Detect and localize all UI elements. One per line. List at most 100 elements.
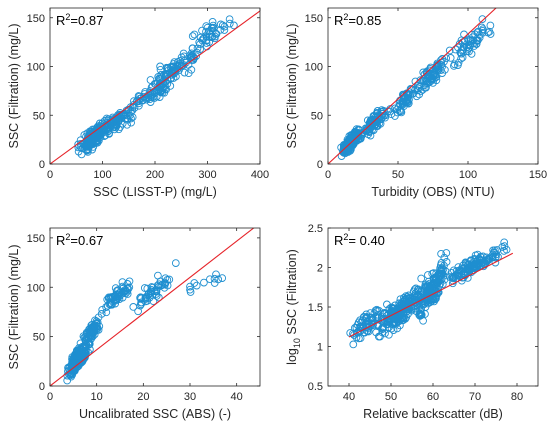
x-tick-label: 60 bbox=[427, 391, 439, 403]
data-point bbox=[418, 299, 427, 308]
data-point bbox=[457, 36, 466, 45]
data-point bbox=[170, 68, 179, 77]
data-point bbox=[111, 118, 120, 127]
y-tick-label: 2.5 bbox=[308, 223, 323, 235]
data-point bbox=[137, 298, 146, 307]
data-point bbox=[154, 283, 163, 291]
data-point bbox=[421, 310, 429, 318]
data-point bbox=[470, 257, 478, 266]
data-point bbox=[428, 269, 437, 278]
data-point bbox=[202, 27, 210, 36]
data-point bbox=[123, 287, 131, 296]
data-point bbox=[141, 297, 150, 306]
data-point bbox=[158, 88, 167, 97]
data-point bbox=[106, 299, 115, 307]
x-tick-label: 10 bbox=[91, 391, 103, 403]
data-point bbox=[423, 290, 432, 299]
data-point bbox=[471, 255, 480, 264]
y-tick-label: 100 bbox=[27, 282, 45, 294]
data-point bbox=[98, 305, 107, 314]
data-point bbox=[161, 279, 170, 288]
data-point bbox=[438, 62, 446, 71]
data-point bbox=[406, 297, 415, 306]
data-point bbox=[147, 287, 156, 296]
y-tick-label: 150 bbox=[27, 13, 45, 25]
data-point bbox=[200, 278, 208, 287]
data-point bbox=[74, 140, 83, 149]
data-point bbox=[414, 82, 422, 90]
data-point bbox=[134, 307, 142, 316]
data-points bbox=[63, 259, 227, 385]
r-squared-annotation: R2=0.87 bbox=[56, 12, 103, 28]
data-point bbox=[437, 249, 445, 258]
data-point bbox=[188, 44, 197, 53]
data-point bbox=[230, 21, 238, 30]
x-tick-label: 30 bbox=[184, 391, 196, 403]
x-tick-label: 50 bbox=[385, 391, 397, 403]
data-point bbox=[179, 49, 188, 58]
data-point bbox=[198, 26, 206, 35]
data-point bbox=[364, 327, 373, 336]
scatter-panel-backscatter: 40 50 60 70 80 0.5 1 1.5 2 2.5 Relative backscatte… bbox=[285, 223, 539, 421]
data-point bbox=[172, 72, 180, 81]
y-tick-label: 0 bbox=[39, 159, 45, 171]
x-axis-label: Turbidity (OBS) (NTU) bbox=[371, 185, 494, 199]
data-point bbox=[391, 308, 400, 317]
data-point bbox=[81, 341, 89, 350]
data-point bbox=[364, 317, 373, 326]
data-point bbox=[456, 266, 465, 275]
data-point bbox=[83, 141, 91, 149]
data-point bbox=[150, 94, 159, 102]
data-point bbox=[77, 150, 86, 159]
data-point bbox=[225, 19, 234, 28]
data-point bbox=[220, 26, 229, 34]
data-point bbox=[445, 46, 454, 55]
data-point bbox=[218, 274, 227, 282]
x-tick-label: 0 bbox=[325, 169, 331, 181]
data-point bbox=[454, 61, 462, 69]
data-point bbox=[366, 120, 375, 129]
data-point bbox=[79, 350, 88, 359]
data-point bbox=[378, 323, 387, 332]
data-point bbox=[199, 35, 207, 43]
data-point bbox=[129, 303, 138, 311]
data-point bbox=[121, 289, 130, 298]
data-point bbox=[391, 104, 399, 113]
data-point bbox=[160, 283, 169, 292]
data-point bbox=[433, 277, 442, 286]
data-point bbox=[442, 258, 451, 266]
y-tick-label: 150 bbox=[305, 13, 323, 25]
data-points bbox=[346, 238, 511, 349]
data-point bbox=[86, 330, 95, 339]
data-point bbox=[102, 303, 110, 311]
data-point bbox=[82, 141, 90, 150]
data-point bbox=[162, 70, 170, 79]
data-point bbox=[431, 279, 440, 288]
x-axis-label: SSC (LISST-P) (mg/L) bbox=[93, 185, 217, 199]
data-point bbox=[462, 260, 471, 268]
data-point bbox=[212, 270, 220, 279]
data-point bbox=[432, 63, 441, 72]
data-point bbox=[153, 281, 162, 290]
data-point bbox=[130, 97, 138, 105]
data-point bbox=[210, 279, 219, 287]
x-tick-label: 80 bbox=[511, 391, 523, 403]
data-point bbox=[132, 97, 141, 105]
data-point bbox=[82, 334, 91, 343]
data-point bbox=[485, 27, 494, 36]
data-point bbox=[437, 258, 446, 267]
data-point bbox=[216, 20, 225, 29]
data-point bbox=[478, 15, 487, 23]
data-point bbox=[387, 324, 396, 333]
data-point bbox=[123, 115, 132, 124]
data-point bbox=[411, 77, 420, 86]
data-point bbox=[70, 353, 79, 361]
data-point bbox=[210, 34, 219, 43]
data-point bbox=[83, 146, 92, 155]
data-point bbox=[406, 90, 415, 99]
data-points bbox=[337, 15, 495, 160]
data-point bbox=[365, 119, 374, 128]
data-point bbox=[148, 90, 157, 98]
x-tick-label: 40 bbox=[231, 391, 243, 403]
data-point bbox=[394, 315, 403, 324]
